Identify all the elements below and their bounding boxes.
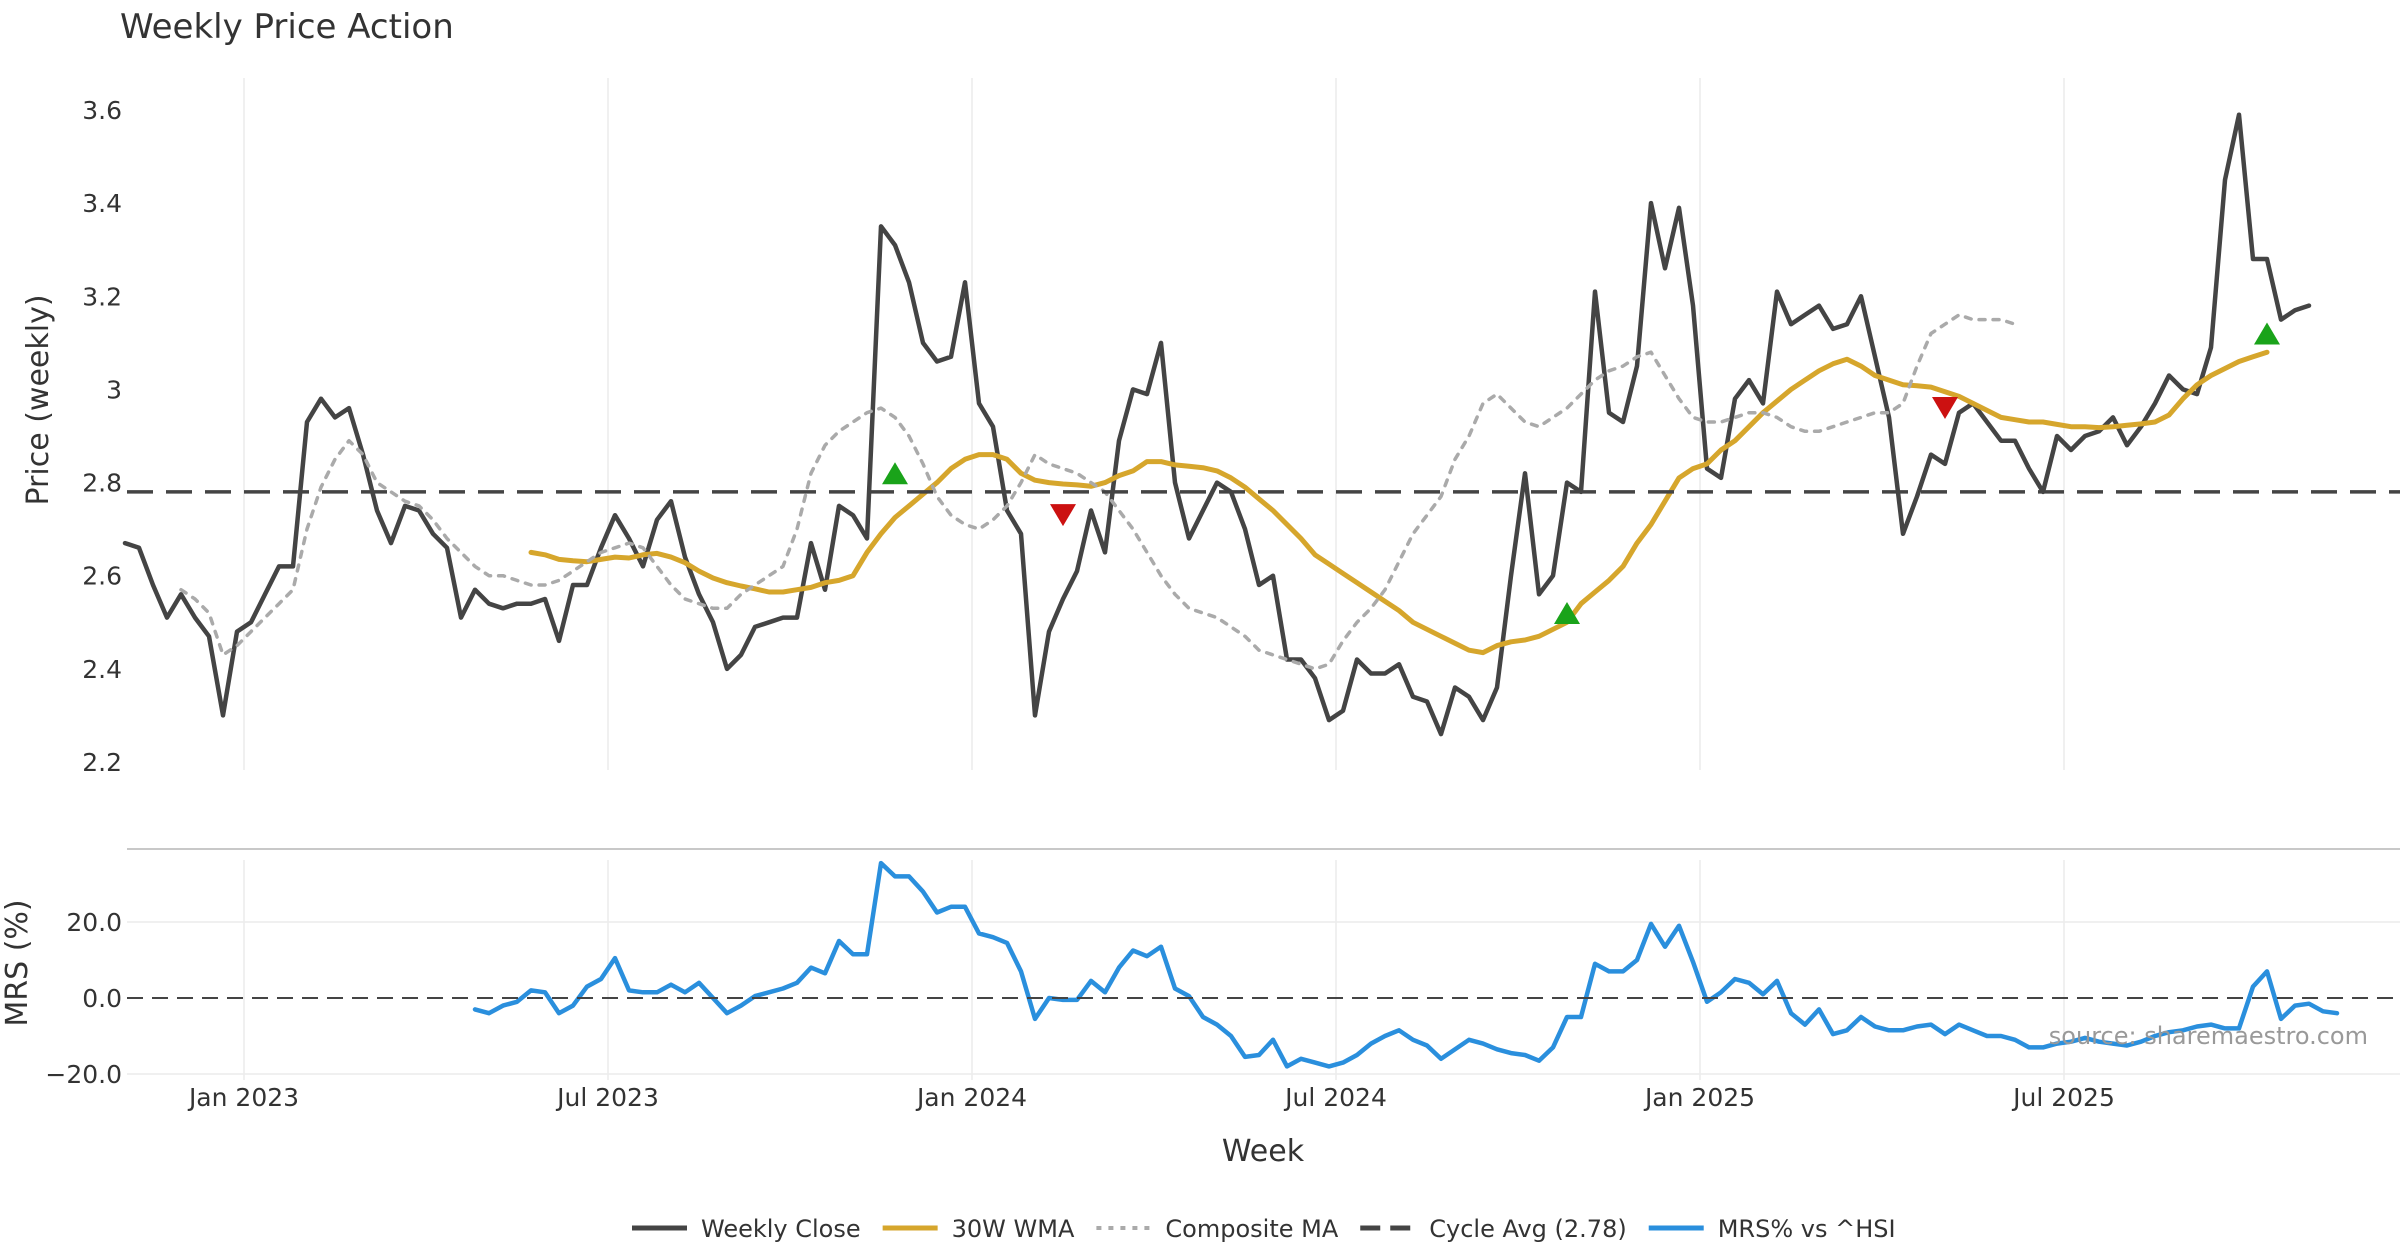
chart-title: Weekly Price Action — [120, 7, 454, 47]
legend-item: Composite MA — [1096, 1215, 1339, 1243]
x-tick-label: Jan 2025 — [1643, 1083, 1755, 1112]
legend-item: Cycle Avg (2.78) — [1360, 1215, 1627, 1243]
price-ytick-label: 2.4 — [82, 655, 122, 684]
price-ytick-label: 2.8 — [82, 469, 122, 498]
legend-item: MRS% vs ^HSI — [1648, 1215, 1896, 1243]
legend-label: Weekly Close — [701, 1215, 861, 1243]
price-y-axis-label: Price (weekly) — [21, 294, 56, 505]
composite-ma-line — [179, 313, 2017, 671]
x-tick-label: Jul 2023 — [555, 1083, 659, 1112]
price-grid — [243, 78, 2065, 770]
x-axis-label: Week — [1222, 1134, 1305, 1169]
price-ytick-label: 3.4 — [82, 189, 122, 218]
mrs-y-axis-label: MRS (%) — [0, 899, 35, 1026]
price-ytick-label: 3.2 — [82, 282, 122, 311]
legend-label: Composite MA — [1165, 1215, 1338, 1243]
mrs-line — [472, 860, 2340, 1069]
price-ytick-label: 2.6 — [82, 562, 122, 591]
mrs-ytick-label: −20.0 — [45, 1060, 122, 1089]
legend-label: 30W WMA — [952, 1215, 1075, 1243]
x-tick-label: Jan 2024 — [915, 1083, 1027, 1112]
legend-label: Cycle Avg (2.78) — [1429, 1215, 1626, 1243]
sell-signal-marker — [1932, 397, 1958, 420]
legend-item: Weekly Close — [632, 1215, 861, 1243]
mrs-y-ticks: −20.0 0.0 20.0 — [45, 908, 122, 1089]
x-tick-label: Jan 2023 — [187, 1083, 299, 1112]
x-axis-ticks: Jan 2023 Jul 2023 Jan 2024 Jul 2024 Jan 2025… — [187, 1083, 2115, 1112]
price-ytick-label: 3.6 — [82, 96, 122, 125]
sell-signal-marker — [1050, 504, 1076, 527]
price-series — [122, 112, 2400, 737]
price-ytick-label: 3 — [106, 375, 122, 404]
weekly-close-line — [122, 112, 2312, 737]
signal-markers — [882, 322, 2280, 624]
mrs-ytick-label: 20.0 — [66, 908, 122, 937]
legend: Weekly Close 30W WMA Composite MA Cycle Avg… — [632, 1215, 1896, 1243]
legend-item: 30W WMA — [882, 1215, 1075, 1243]
price-y-ticks: 2.2 2.4 2.6 2.8 3 3.2 3.4 3.6 — [82, 96, 122, 777]
buy-signal-marker — [2254, 322, 2280, 345]
legend-label: MRS% vs ^HSI — [1718, 1215, 1896, 1243]
mrs-ytick-label: 0.0 — [82, 984, 122, 1013]
price-ytick-label: 2.2 — [82, 748, 122, 777]
buy-signal-marker — [882, 462, 908, 485]
source-annotation: source: sharemaestro.com — [2049, 1022, 2368, 1050]
mrs-grid — [127, 860, 2400, 1080]
x-tick-label: Jul 2025 — [2011, 1083, 2115, 1112]
buy-signal-marker — [1554, 601, 1580, 624]
wma-30w-line — [528, 349, 2270, 656]
x-tick-label: Jul 2024 — [1283, 1083, 1387, 1112]
mrs-series — [127, 860, 2400, 1069]
